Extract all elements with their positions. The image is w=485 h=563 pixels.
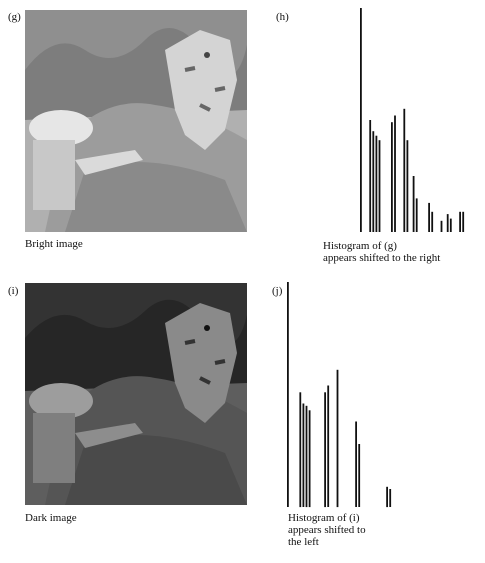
histogram-j-bar	[336, 369, 339, 508]
histogram-h-bar	[406, 140, 409, 232]
histogram-h-bar	[412, 176, 415, 232]
histogram-h-bar	[415, 198, 418, 232]
histogram-h-bar	[394, 115, 396, 232]
caption-j-line3: the left	[288, 536, 319, 548]
histogram-j-bar	[308, 410, 311, 508]
histogram-h-bar	[462, 211, 465, 232]
histogram-h	[360, 8, 472, 232]
histogram-j-bar	[355, 421, 357, 507]
histogram-j-bar	[302, 403, 305, 507]
panel-letter-j: (j)	[272, 285, 283, 297]
caption-j-line2: appears shifted to	[288, 524, 366, 536]
histogram-h-bar	[449, 218, 452, 232]
histogram-j-bar	[389, 489, 392, 507]
histogram-h-svg	[360, 8, 465, 232]
panel-letter-i: (i)	[8, 285, 19, 297]
histogram-j-bar	[324, 392, 326, 508]
panel-letter-g: (g)	[8, 11, 21, 23]
histogram-h-bar	[360, 8, 362, 232]
histogram-h-bar	[428, 202, 430, 232]
histogram-h-bar	[378, 140, 381, 232]
histogram-j-bar	[386, 486, 388, 508]
histogram-j-svg	[287, 282, 392, 508]
caption-i: Dark image	[25, 512, 77, 524]
histogram-j-bar	[305, 405, 308, 508]
histogram-j-bar	[299, 392, 302, 508]
histogram-h-bar	[440, 220, 443, 232]
caption-h-line2: appears shifted to the right	[323, 252, 441, 264]
histogram-h-bar	[431, 211, 434, 232]
histogram-h-bar	[375, 135, 378, 232]
histogram-j	[287, 282, 407, 508]
histogram-h-bar	[372, 131, 375, 232]
bright-image-drawing	[25, 10, 247, 232]
histogram-h-bar	[369, 120, 372, 232]
caption-g: Bright image	[25, 238, 83, 250]
dark-image-drawing	[25, 283, 247, 505]
histogram-j-bar	[358, 444, 361, 507]
histogram-j-bar	[327, 385, 330, 507]
dark-image	[25, 283, 247, 505]
bright-image	[25, 10, 247, 232]
histogram-h-bar	[403, 108, 406, 232]
histogram-j-bar	[287, 282, 289, 507]
caption-h-line1: Histogram of (g)	[323, 240, 397, 252]
caption-j-line1: Histogram of (i)	[288, 512, 360, 524]
panel-letter-h: (h)	[276, 11, 289, 23]
histogram-h-bar	[459, 211, 461, 232]
histogram-h-bar	[391, 122, 393, 232]
histogram-h-bar	[446, 214, 449, 232]
